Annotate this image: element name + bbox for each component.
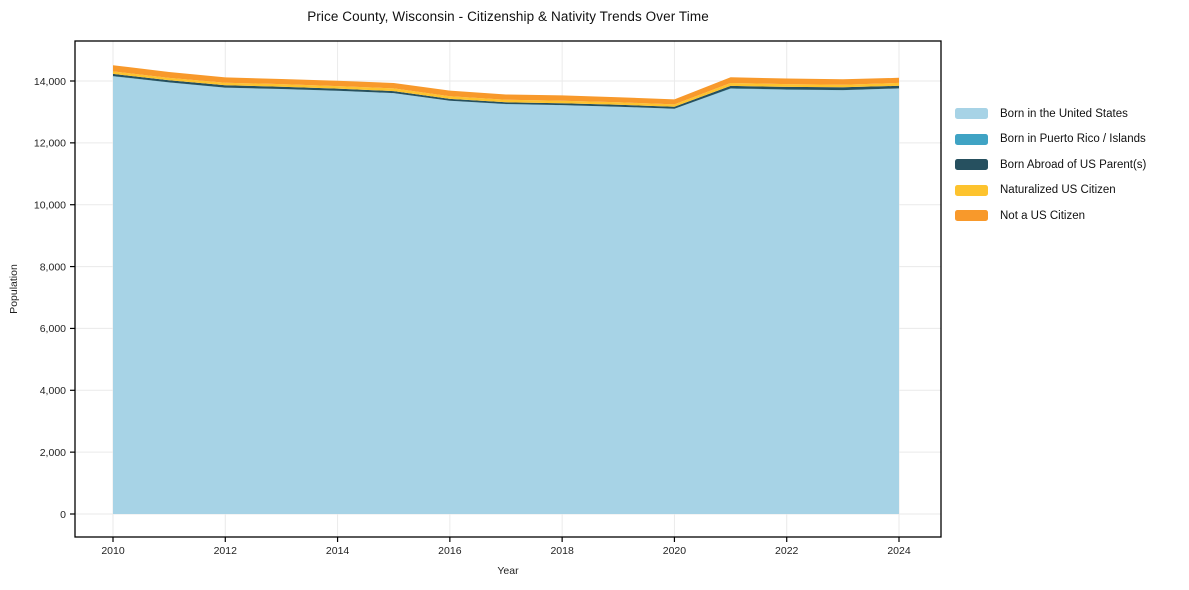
x-tick-label: 2016 (438, 545, 462, 557)
area-band (113, 76, 899, 515)
x-tick-label: 2014 (326, 545, 350, 557)
legend: Born in the United States Born in Puerto … (955, 101, 1146, 229)
legend-label: Born in the United States (1000, 107, 1128, 120)
x-tick-label: 2010 (101, 545, 125, 557)
chart-title: Price County, Wisconsin - Citizenship & … (307, 9, 709, 24)
legend-swatch (955, 108, 988, 120)
x-tick-label: 2018 (550, 545, 574, 557)
y-tick-label: 10,000 (34, 200, 66, 212)
x-axis-label: Year (497, 565, 519, 577)
legend-swatch (955, 184, 988, 196)
x-tick-label: 2012 (214, 545, 238, 557)
legend-entry: Born Abroad of US Parent(s) (955, 152, 1146, 178)
y-tick-label: 8,000 (40, 261, 66, 273)
legend-swatch (955, 159, 988, 171)
y-tick-label: 2,000 (40, 447, 66, 459)
area-band (113, 65, 899, 105)
legend-swatch (955, 210, 988, 222)
legend-swatch (955, 133, 988, 145)
y-tick-label: 0 (60, 509, 66, 521)
x-tick-label: 2020 (663, 545, 687, 557)
legend-entry: Not a US Citizen (955, 203, 1146, 229)
y-tick-label: 14,000 (34, 76, 66, 88)
legend-label: Not a US Citizen (1000, 209, 1086, 222)
x-tick-label: 2022 (775, 545, 799, 557)
area-band (113, 71, 899, 107)
legend-label: Born in Puerto Rico / Islands (1000, 133, 1146, 146)
y-tick-label: 12,000 (34, 138, 66, 150)
y-tick-label: 6,000 (40, 323, 66, 335)
legend-label: Naturalized US Citizen (1000, 184, 1116, 197)
legend-entry: Naturalized US Citizen (955, 178, 1146, 204)
legend-entry: Born in Puerto Rico / Islands (955, 127, 1146, 153)
y-tick-label: 4,000 (40, 385, 66, 397)
legend-label: Born Abroad of US Parent(s) (1000, 158, 1147, 171)
y-axis-label: Population (8, 264, 20, 314)
x-tick-label: 2024 (887, 545, 911, 557)
legend-entry: Born in the United States (955, 101, 1146, 127)
axes-frame (74, 40, 942, 538)
